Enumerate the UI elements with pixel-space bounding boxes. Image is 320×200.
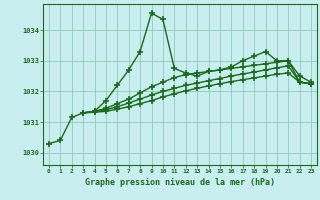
- X-axis label: Graphe pression niveau de la mer (hPa): Graphe pression niveau de la mer (hPa): [85, 178, 275, 187]
